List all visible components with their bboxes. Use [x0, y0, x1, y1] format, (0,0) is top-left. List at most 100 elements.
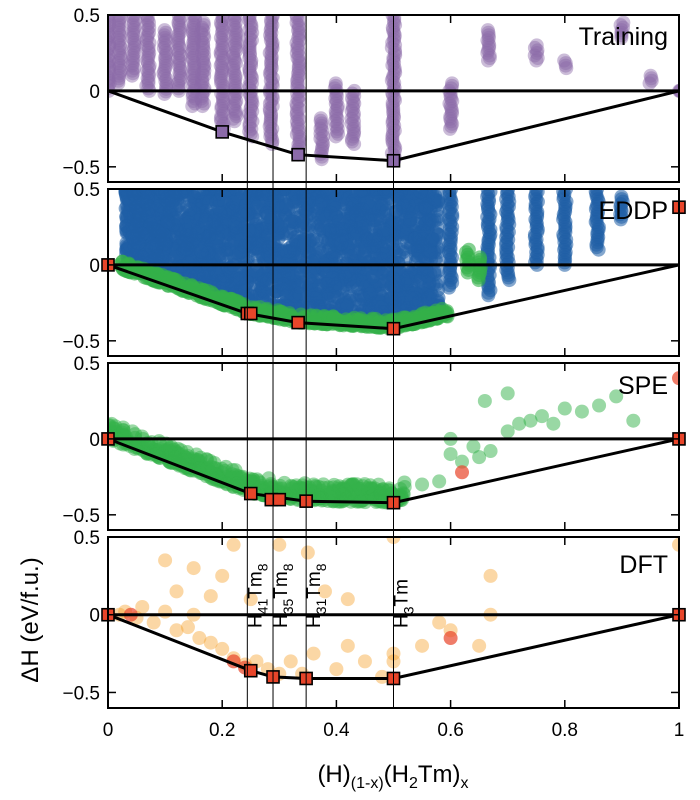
data-point [139, 38, 154, 53]
data-point [213, 206, 228, 221]
data-point [173, 61, 188, 76]
y-tick-label: 0 [89, 430, 100, 451]
data-point [194, 91, 209, 106]
data-point [245, 104, 260, 119]
data-point [297, 236, 312, 251]
data-point [135, 599, 150, 614]
data-point [194, 25, 209, 40]
data-point [289, 15, 304, 30]
data-point [614, 189, 629, 204]
data-point [290, 99, 305, 114]
data-point [112, 61, 127, 76]
data-point [196, 38, 211, 53]
data-point [225, 277, 240, 292]
data-point [240, 206, 255, 221]
data-point [387, 25, 402, 40]
data-point [614, 28, 629, 43]
data-point [328, 104, 343, 119]
data-point [445, 76, 460, 91]
data-point [413, 226, 428, 241]
data-point [113, 40, 128, 55]
data-point [265, 18, 280, 33]
data-point [227, 73, 242, 88]
data-point [387, 93, 402, 108]
data-point [186, 25, 201, 40]
data-point [196, 23, 211, 38]
data-point [444, 91, 459, 106]
data-point [292, 129, 307, 144]
data-point [242, 45, 257, 60]
data-point [142, 68, 157, 83]
data-point [108, 418, 116, 433]
phase-label-part: 3 [401, 606, 417, 614]
data-point [194, 244, 209, 259]
data-point [141, 61, 156, 76]
data-point [313, 113, 328, 128]
data-point [329, 106, 344, 121]
data-point [328, 76, 343, 91]
data-point [385, 85, 400, 100]
data-point [314, 233, 329, 248]
data-point [213, 58, 228, 73]
data-point [344, 104, 359, 119]
data-point [385, 116, 400, 131]
data-point [187, 71, 202, 86]
data-point [529, 189, 544, 196]
data-point [347, 114, 362, 129]
data-point [194, 94, 209, 109]
data-point [216, 51, 231, 66]
data-point [263, 63, 278, 78]
data-point [263, 116, 278, 131]
data-point [139, 78, 154, 93]
data-point [264, 58, 279, 73]
data-point [227, 15, 242, 22]
data-point [197, 63, 212, 78]
y-tick-label: 0.5 [74, 6, 100, 27]
data-point [480, 189, 495, 196]
data-point [125, 63, 140, 78]
data-point [139, 53, 154, 68]
data-point [242, 30, 257, 45]
data-point [214, 99, 229, 114]
data-point [340, 264, 355, 279]
data-point [140, 30, 155, 45]
data-point [214, 114, 229, 129]
data-point [391, 256, 406, 271]
data-point [139, 15, 154, 22]
data-point [294, 265, 309, 280]
data-point [330, 116, 345, 131]
data-point [169, 623, 184, 638]
data-point [215, 63, 230, 78]
data-point [443, 447, 458, 462]
data-point [329, 662, 344, 677]
data-point [187, 33, 202, 48]
data-point [226, 101, 241, 116]
x-tick-label: 0.2 [209, 720, 235, 741]
data-point [393, 189, 408, 199]
data-point [291, 68, 306, 83]
data-point [185, 53, 200, 68]
data-point [196, 61, 211, 76]
data-point [388, 45, 403, 60]
data-point [306, 646, 321, 661]
data-point [346, 94, 361, 109]
data-point [527, 40, 542, 55]
data-point [227, 76, 242, 91]
data-point [290, 74, 305, 89]
data-point [290, 51, 305, 66]
data-point [424, 245, 439, 260]
y-tick-label: −0.5 [62, 158, 100, 179]
data-point [289, 127, 304, 142]
data-point [387, 138, 402, 153]
data-point [245, 96, 260, 111]
data-point [112, 66, 127, 81]
data-point [242, 48, 257, 63]
data-point [242, 116, 257, 131]
data-point [127, 61, 142, 76]
data-point [385, 136, 400, 151]
data-point [195, 66, 210, 81]
data-point [229, 245, 244, 260]
data-point [187, 58, 202, 73]
data-point [242, 106, 257, 121]
data-point [228, 96, 243, 111]
